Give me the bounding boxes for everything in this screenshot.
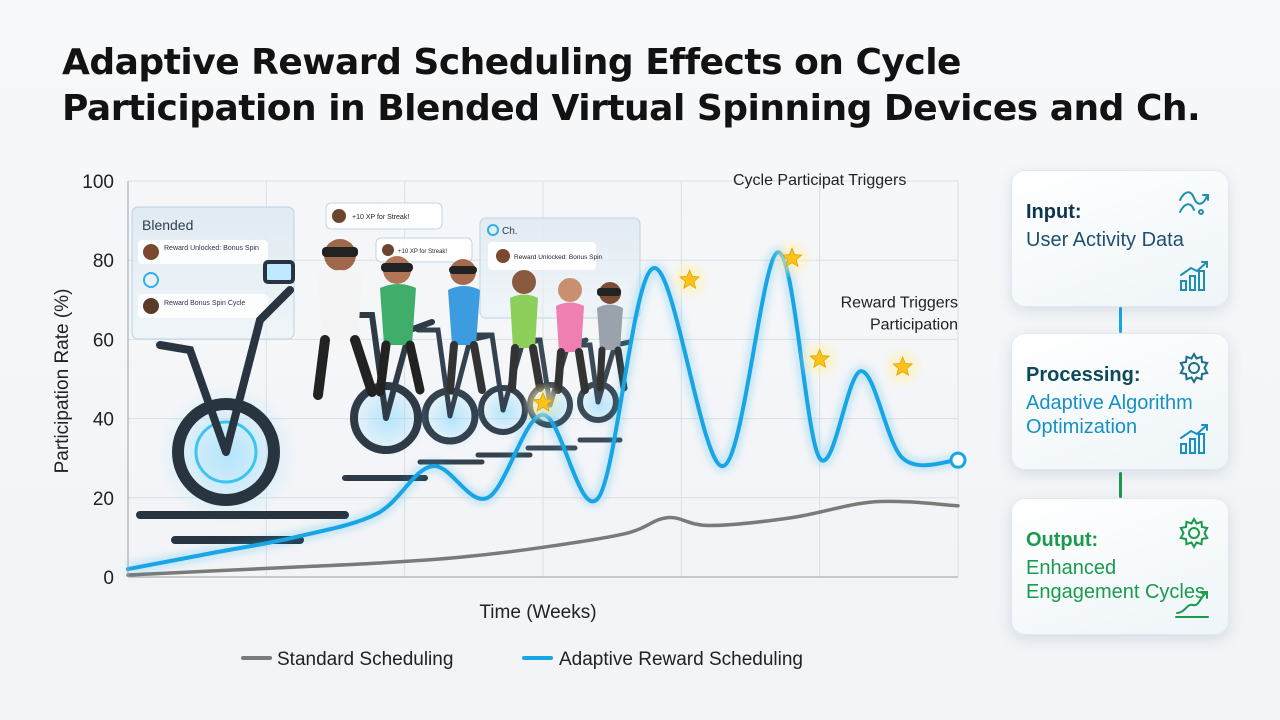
star-marker [892, 356, 914, 377]
annotation-label: Participation [870, 317, 958, 334]
annotation-label: Reward Triggers [841, 295, 958, 312]
rider [554, 278, 589, 394]
connector [1119, 472, 1122, 498]
panel-heading: Blended [142, 217, 193, 233]
star-marker [532, 391, 554, 412]
panel-heading: Ch. [502, 226, 518, 237]
y-tick-label: 20 [93, 489, 114, 510]
y-axis-label: Participation Rate (%) [52, 289, 73, 474]
pipeline-card-output: Output: Enhanced Engagement Cycles [1011, 498, 1229, 635]
card-body: Adaptive Algorithm Optimization [1026, 392, 1193, 438]
panel-item: Reward Unlocked: Bonus Spin [164, 245, 259, 252]
rider [508, 270, 544, 392]
card-body: User Activity Data [1026, 229, 1184, 251]
y-tick-label: 80 [93, 251, 114, 272]
growth-chart-icon [1180, 261, 1208, 291]
pipeline-card-processing: Processing: Adaptive Algorithm Optimizat… [1011, 333, 1229, 470]
title-line-1: Adaptive Reward Scheduling Effects on Cy… [62, 42, 961, 83]
panel-item: +10 XP for Streak! [398, 249, 447, 255]
rider [313, 239, 377, 400]
connector [1119, 307, 1122, 333]
card-heading: Output: [1026, 529, 1099, 551]
flow-arrows-icon [1179, 191, 1209, 215]
y-tick-label: 0 [103, 568, 114, 589]
legend-label: Adaptive Reward Scheduling [559, 649, 803, 670]
legend-item-standard: Standard Scheduling [241, 649, 453, 670]
legend-item-adaptive: Adaptive Reward Scheduling [522, 649, 803, 670]
avatar [332, 209, 346, 223]
badge-icon [143, 272, 159, 288]
axes: 0 20 40 60 80 100 [82, 172, 958, 589]
series-line-adaptive [126, 250, 960, 572]
spin-bike-row [136, 260, 633, 544]
x-axis-label: Time (Weeks) [479, 602, 596, 623]
title-line-2: Participation in Blended Virtual Spinnin… [62, 88, 1201, 129]
star-marker [781, 247, 803, 268]
growth-chart-icon [1180, 424, 1208, 454]
hologram-panel-3: +10 XP for Streak! [375, 237, 473, 263]
y-tick-label: 100 [82, 172, 114, 193]
page-title: Adaptive Reward Scheduling Effects on Cy… [62, 40, 1222, 132]
avatar [496, 249, 510, 263]
card-heading: Processing: [1026, 364, 1141, 386]
riders [313, 239, 628, 400]
badge-icon [487, 224, 499, 236]
spin-class-illustration: Blended Reward Unlocked: Bonus Spin Rewa… [131, 202, 641, 544]
y-tick-label: 60 [93, 330, 114, 351]
rider [375, 256, 425, 397]
panel-item: +10 XP for Streak! [352, 214, 409, 221]
avatar [382, 244, 394, 256]
legend: Standard Scheduling Adaptive Reward Sche… [241, 649, 803, 670]
y-tick-label: 40 [93, 410, 114, 431]
panel-item: Reward Bonus Spin Cycle [164, 300, 245, 307]
pipeline-card-input: Input: User Activity Data [1011, 170, 1229, 307]
legend-label: Standard Scheduling [277, 649, 453, 670]
star-marker [679, 268, 701, 289]
annotation-label: Cycle Participat Triggers [733, 172, 906, 189]
end-marker [949, 451, 967, 469]
hologram-panel-2: +10 XP for Streak! [325, 202, 443, 230]
avatar [143, 244, 159, 260]
panel-item: Reward Unlocked: Bonus Spin [514, 254, 603, 261]
gear-icon [1179, 351, 1209, 385]
rider [446, 259, 486, 394]
gear-icon [1179, 516, 1209, 550]
trend-up-icon [1175, 591, 1209, 618]
card-heading: Input: [1026, 201, 1082, 223]
avatar [143, 298, 159, 314]
card-body: Enhanced Engagement Cycles [1026, 557, 1205, 603]
hologram-panel-4: Ch. Reward Unlocked: Bonus Spin [479, 217, 641, 319]
markers: Cycle Participat Triggers Reward Triggers… [527, 172, 967, 469]
series-line-standard [126, 499, 960, 577]
star-marker [809, 348, 831, 369]
series [126, 247, 960, 577]
hologram-panel-1: Blended Reward Unlocked: Bonus Spin Rewa… [131, 206, 295, 340]
participation-chart: Blended Reward Unlocked: Bonus Spin Rewa… [52, 172, 967, 670]
